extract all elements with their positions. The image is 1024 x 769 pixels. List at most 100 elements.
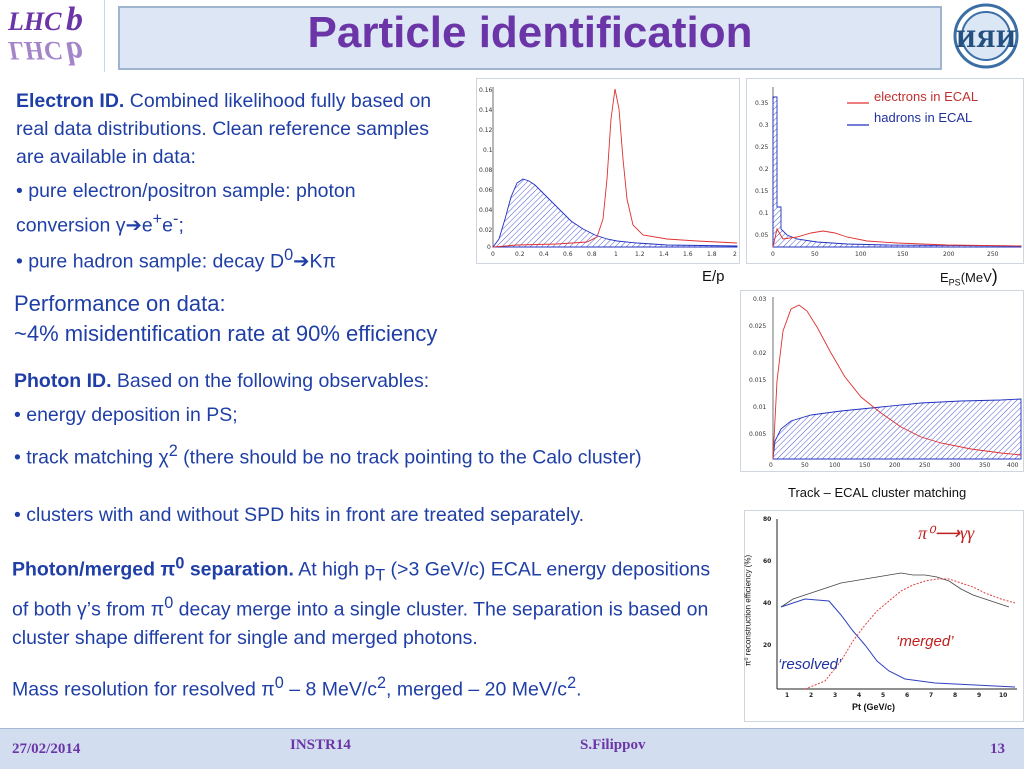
svg-text:1.8: 1.8 — [707, 251, 717, 258]
ep-histogram: 0.16 0.14 0.12 0.1 0.08 0.06 0.04 0.02 0 0 0.… — [476, 78, 740, 264]
eps-histogram: 0.35 0.3 0.25 0.2 0.15 0.1 0.05 0 50 100 150 … — [746, 78, 1024, 264]
eps-label-sub: PS — [948, 277, 961, 288]
svg-text:20: 20 — [763, 642, 771, 649]
photon-bullet-1: • energy deposition in PS; — [14, 404, 238, 426]
svg-text:0.35: 0.35 — [755, 100, 769, 107]
svg-text:0.15: 0.15 — [755, 188, 769, 195]
svg-text:0.02: 0.02 — [753, 350, 767, 357]
pi0-x-axis-label: Pt (GeV/c) — [852, 702, 896, 712]
svg-text:2: 2 — [809, 692, 813, 699]
svg-text:0.12: 0.12 — [479, 127, 493, 134]
svg-text:0.02: 0.02 — [479, 227, 493, 234]
svg-text:250: 250 — [919, 462, 931, 469]
mass-text-1: Mass resolution for resolved π — [12, 678, 275, 701]
svg-text:0.2: 0.2 — [515, 251, 525, 258]
svg-text:1.6: 1.6 — [683, 251, 693, 258]
electron-bullet-2-text: • pure hadron sample: decay D — [16, 250, 285, 273]
performance-line-2: ~4% misidentification rate at 90% effici… — [14, 321, 438, 346]
photon-bullet-2-rest: (there should be no track pointing to th… — [177, 446, 642, 469]
electron-bullet-2-end: Kπ — [309, 250, 336, 273]
svg-text:LHC: LHC — [7, 36, 62, 65]
merged-label: ‘merged’ — [896, 633, 954, 650]
svg-text:0.3: 0.3 — [759, 122, 769, 129]
ep-axis-label: E/p — [702, 268, 725, 285]
svg-text:0.6: 0.6 — [563, 251, 573, 258]
legend-electrons: electrons in ECAL — [874, 89, 979, 104]
svg-text:5: 5 — [881, 692, 885, 699]
footer-date: 27/02/2014 — [12, 741, 81, 757]
svg-text:b: b — [66, 34, 83, 71]
electron-bullet-1-text: • pure electron/positron sample: photon … — [16, 180, 356, 237]
photon-id-text: Based on the following observables: — [116, 370, 430, 392]
svg-text:8: 8 — [953, 692, 957, 699]
svg-text:200: 200 — [943, 251, 955, 258]
electron-id-paragraph: Electron ID. Combined likelihood fully b… — [16, 87, 436, 171]
footer-bar — [0, 728, 1024, 769]
svg-text:0: 0 — [769, 462, 773, 469]
title-bar — [118, 6, 942, 70]
eps-label-e: E — [940, 270, 949, 285]
footer-page-number: 13 — [990, 741, 1005, 757]
track-matching-histogram: 0.03 0.025 0.02 0.015 0.01 0.005 0 50 100 150… — [740, 290, 1024, 472]
merged-text-3: decay merge into a single cluster. The s… — [12, 598, 709, 649]
electron-bullet-1: • pure electron/positron sample: photon … — [16, 180, 356, 237]
mass-text-4: . — [576, 678, 582, 701]
svg-text:2: 2 — [733, 251, 737, 258]
svg-text:4: 4 — [857, 692, 861, 699]
photon-bullet-2-text: • track matching χ — [14, 446, 169, 469]
svg-text:6: 6 — [905, 692, 909, 699]
photon-id-paragraph: Photon ID. Based on the following observ… — [14, 367, 714, 395]
svg-text:350: 350 — [979, 462, 991, 469]
lhcb-logo: LHC b LHC b — [0, 0, 105, 72]
svg-text:0.04: 0.04 — [479, 207, 493, 214]
electron-id-heading: Electron ID. — [16, 90, 125, 112]
footer-conference: INSTR14 — [290, 737, 351, 753]
svg-text:1.2: 1.2 — [635, 251, 645, 258]
svg-text:1: 1 — [785, 692, 789, 699]
svg-text:0.2: 0.2 — [759, 166, 769, 173]
pi0-efficiency-plot: 80 60 40 20 1 2 3 4 5 6 7 8 9 10 — [744, 510, 1024, 722]
svg-text:10: 10 — [999, 692, 1007, 699]
svg-text:0: 0 — [487, 244, 491, 251]
svg-text:100: 100 — [829, 462, 841, 469]
svg-text:0.05: 0.05 — [755, 232, 769, 239]
svg-text:1.4: 1.4 — [659, 251, 669, 258]
mass-resolution-line: Mass resolution for resolved π0 – 8 MeV/… — [12, 674, 582, 701]
electron-bullet-2: • pure hadron sample: decay D0➔Kπ — [16, 246, 336, 273]
merged-heading-2: merged π — [84, 558, 176, 581]
pi0-y-axis-label: π⁰ reconstruction efficiency (%) — [743, 554, 753, 667]
resolved-label: ‘resolved’ — [778, 656, 842, 673]
merged-text-2: (>3 GeV/c) ECAL energy depositions of bo… — [12, 558, 711, 621]
pi0-title: π⁰⟶γγ — [918, 523, 975, 543]
svg-text:0.1: 0.1 — [483, 147, 493, 154]
electron-bullet-1-e: e — [141, 214, 153, 237]
electron-id-text: Combined likelihood fully based on real … — [16, 90, 432, 168]
svg-text:80: 80 — [763, 516, 771, 523]
svg-text:1: 1 — [614, 251, 618, 258]
footer-author: S.Filippov — [580, 737, 646, 753]
svg-text:100: 100 — [855, 251, 867, 258]
merged-heading-3: separation. — [184, 558, 294, 581]
svg-text:0.06: 0.06 — [479, 187, 493, 194]
svg-text:0: 0 — [771, 251, 775, 258]
svg-text:400: 400 — [1007, 462, 1019, 469]
svg-text:0.005: 0.005 — [749, 431, 766, 438]
performance-line-1: Performance on data: — [14, 291, 226, 316]
svg-text:60: 60 — [763, 558, 771, 565]
svg-text:0.1: 0.1 — [759, 210, 769, 217]
svg-text:LHC: LHC — [7, 7, 62, 36]
svg-text:200: 200 — [889, 462, 901, 469]
photon-bullet-2: • track matching χ2 (there should be no … — [14, 442, 642, 469]
svg-text:150: 150 — [859, 462, 871, 469]
svg-text:0: 0 — [491, 251, 495, 258]
svg-text:50: 50 — [811, 251, 819, 258]
svg-text:0.14: 0.14 — [479, 107, 493, 114]
performance-block: Performance on data: ~4% misidentificati… — [14, 289, 534, 349]
eps-axis-label: EPS(MeV) — [940, 266, 998, 288]
legend-hadrons: hadrons in ECAL — [874, 110, 973, 125]
arrow-icon: ➔ — [293, 250, 310, 273]
page-title: Particle identification — [307, 8, 753, 57]
svg-text:7: 7 — [929, 692, 933, 699]
merged-pi0-paragraph: Photon/merged π0 separation. At high pT … — [12, 554, 711, 649]
svg-text:0.4: 0.4 — [539, 251, 549, 258]
